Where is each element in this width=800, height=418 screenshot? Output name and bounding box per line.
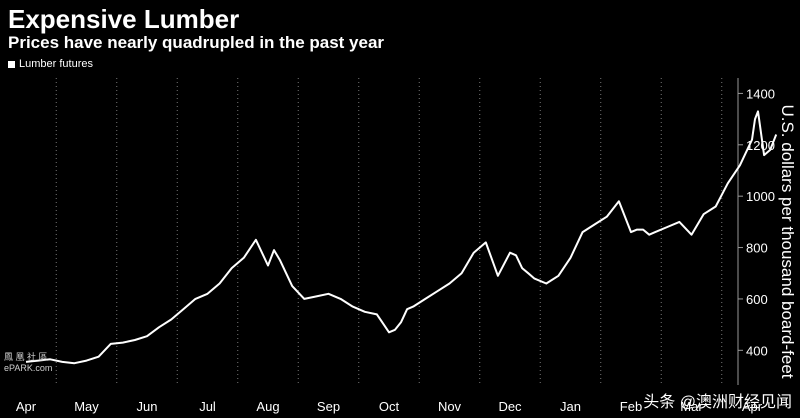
chart-title: Expensive Lumber (8, 4, 240, 34)
legend-label: Lumber futures (19, 58, 93, 70)
x-tick-label: May (74, 399, 99, 414)
x-tick-label: Aug (256, 399, 279, 414)
y-tick-label: 800 (746, 241, 768, 256)
x-tick-label: Oct (379, 399, 400, 414)
x-tick-label: Dec (498, 399, 522, 414)
x-tick-label: Mar (680, 399, 703, 414)
x-tick-label: Jan (560, 399, 581, 414)
watermark-right: 头条 @澳洲财经见闻 (643, 394, 792, 411)
watermark-left: 鳳 凰 社 區 ePARK.com (4, 352, 52, 374)
x-tick-label: Jun (137, 399, 158, 414)
y-tick-label: 1200 (746, 138, 775, 153)
x-tick-label: Jul (199, 399, 216, 414)
y-axis-title: U.S. dollars per thousand board-feet (778, 104, 797, 378)
x-tick-label: Apr (742, 399, 763, 414)
y-tick-label: 400 (746, 343, 768, 358)
x-tick-label: Nov (438, 399, 462, 414)
watermark-left-line1: 鳳 凰 社 區 (4, 352, 48, 362)
y-tick-label: 600 (746, 292, 768, 307)
x-tick-label: Sep (317, 399, 340, 414)
legend-swatch (8, 60, 15, 68)
chart-subtitle: Prices have nearly quadrupled in the pas… (8, 33, 385, 52)
y-tick-label: 1400 (746, 86, 775, 101)
x-tick-label: Apr (16, 399, 37, 414)
x-tick-label: Feb (620, 399, 642, 414)
legend: Lumber futures (8, 58, 93, 70)
series-line-lumber-futures (25, 110, 778, 365)
watermark-left-line2: ePARK.com (4, 362, 53, 373)
y-tick-label: 1000 (746, 189, 775, 204)
